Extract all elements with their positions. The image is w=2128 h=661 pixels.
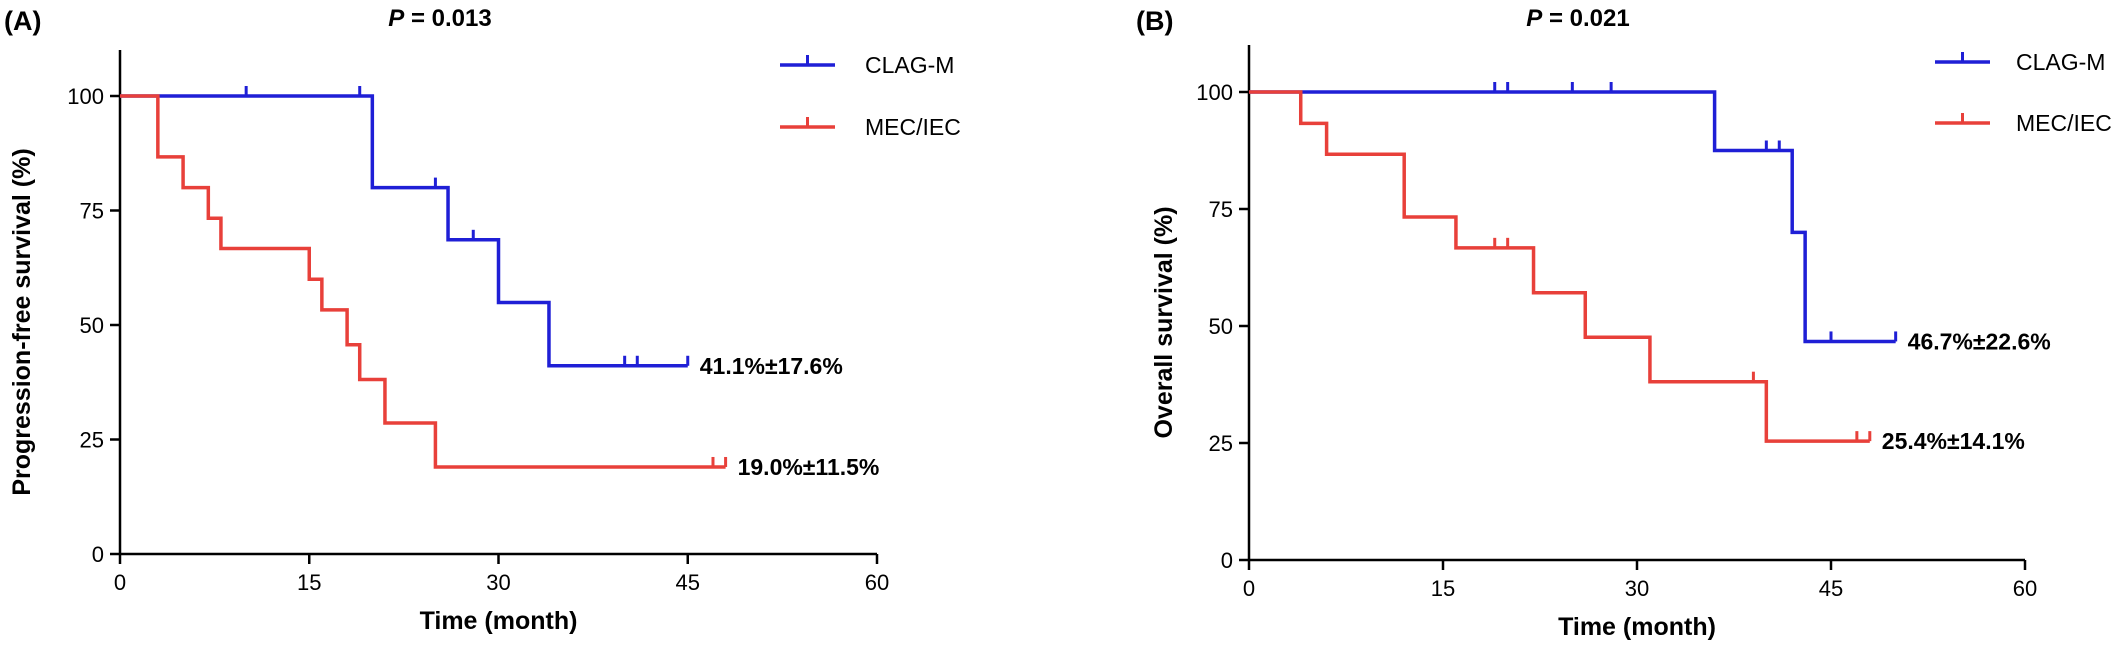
y-tick-label: 50 [80,313,104,338]
panel-b: (B) P = 0.021 0 15 30 45 60 0 25 50 75 100 Time (mon… [1136,5,2112,641]
legend-label: MEC/IEC [2016,110,2112,136]
series-line-clag-m [1249,90,1896,344]
x-tick-label: 45 [676,570,700,595]
x-tick-label: 45 [1819,576,1843,601]
y-axis-title: Progression-free survival (%) [8,148,36,495]
y-tick-label: 25 [80,428,104,453]
p-value: P = 0.021 [1526,5,1629,32]
x-axis-title: Time (month) [1558,613,1716,641]
y-tick-label: 75 [80,199,104,224]
y-tick-label: 50 [1209,314,1233,339]
y-tick-label: 25 [1209,431,1233,456]
legend-label: CLAG-M [2016,49,2105,75]
series-line-clag-m [120,94,688,368]
survival-annotation: 46.7%±22.6% [1908,328,2051,354]
x-tick-label: 60 [865,570,889,595]
legend-label: MEC/IEC [865,114,961,140]
x-tick-label: 0 [114,570,126,595]
y-tick-label: 100 [67,84,104,109]
p-value-number: = 0.021 [1542,5,1629,32]
p-symbol: P [1526,5,1543,32]
series-line-mec-iec [120,94,726,469]
x-tick-label: 60 [2013,576,2037,601]
y-tick-label: 0 [92,542,104,567]
p-symbol: P [388,5,405,32]
survival-annotation: 19.0%±11.5% [738,454,880,480]
survival-annotation: 25.4%±14.1% [1882,428,2025,454]
legend-label: CLAG-M [865,52,954,78]
x-axis-title: Time (month) [420,607,578,635]
panel-label: (B) [1136,6,1173,36]
x-tick-label: 15 [297,570,321,595]
x-tick-label: 30 [1625,576,1649,601]
panel-a: (A) P = 0.013 0 15 30 45 60 0 25 50 75 100 Time (mon… [4,5,961,635]
p-value: P = 0.013 [388,5,491,32]
y-tick-label: 0 [1221,548,1233,573]
survival-annotation: 41.1%±17.6% [700,353,843,379]
x-tick-label: 0 [1243,576,1255,601]
y-axis-title: Overall survival (%) [1150,206,1178,438]
x-tick-label: 15 [1431,576,1455,601]
series-line-mec-iec [1249,90,1870,443]
x-tick-label: 30 [486,570,510,595]
panel-label: (A) [4,6,41,36]
p-value-number: = 0.013 [404,5,491,32]
y-tick-label: 75 [1209,197,1233,222]
y-tick-label: 100 [1196,80,1233,105]
